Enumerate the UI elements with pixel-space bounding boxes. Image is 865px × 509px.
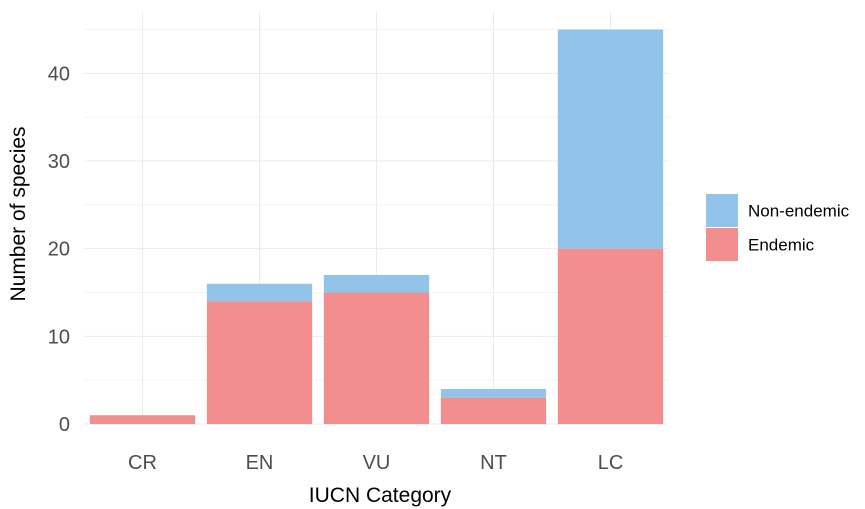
x-tick-label: CR <box>128 452 157 474</box>
y-tick-label: 30 <box>48 151 70 173</box>
legend-key-endemic <box>706 228 738 261</box>
x-axis-title: IUCN Category <box>309 484 452 507</box>
bars <box>89 29 664 424</box>
x-tick-label: LC <box>598 452 624 474</box>
y-axis-ticks: 0 10 20 30 40 <box>48 63 70 436</box>
y-axis-title: Number of species <box>7 126 30 301</box>
legend-key-non-endemic <box>706 194 738 227</box>
x-tick-label: VU <box>363 452 391 474</box>
bar-en-endemic <box>206 301 313 424</box>
bar-vu-non-endemic <box>323 274 430 293</box>
x-tick-label: NT <box>480 452 507 474</box>
y-tick-label: 10 <box>48 326 70 348</box>
bar-lc-non-endemic <box>557 29 664 249</box>
bar-nt-non-endemic <box>440 388 547 398</box>
legend-label-endemic: Endemic <box>748 236 815 255</box>
bar-cr-endemic <box>89 415 196 424</box>
x-tick-label: EN <box>246 452 274 474</box>
bar-vu-endemic <box>323 292 430 424</box>
x-axis-ticks: CR EN VU NT LC <box>128 452 623 474</box>
y-tick-label: 20 <box>48 239 70 261</box>
y-tick-label: 40 <box>48 63 70 85</box>
bar-lc-endemic <box>557 248 664 424</box>
legend-label-non-endemic: Non-endemic <box>748 202 850 221</box>
y-tick-label: 0 <box>59 414 70 436</box>
bar-nt-endemic <box>440 397 547 424</box>
legend: Non-endemic Endemic <box>706 194 850 261</box>
bar-en-non-endemic <box>206 283 313 302</box>
